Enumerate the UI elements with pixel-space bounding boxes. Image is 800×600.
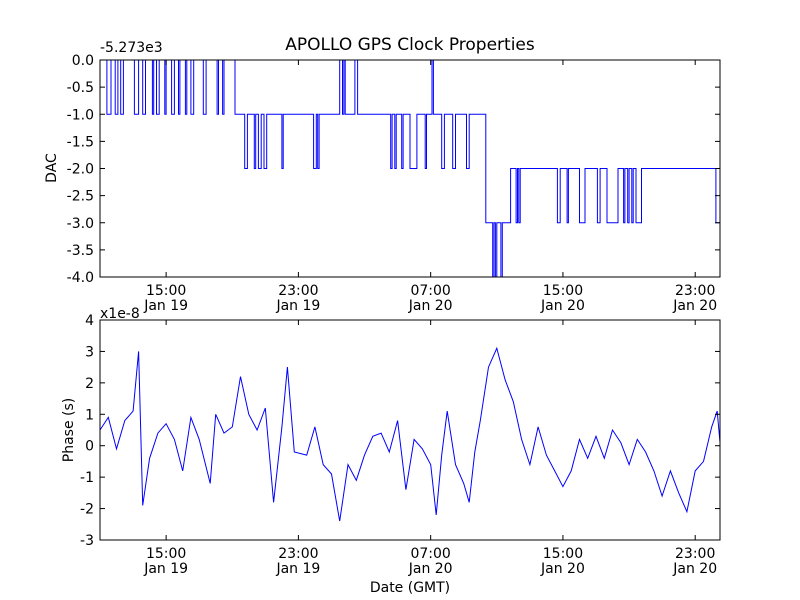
phase-x-tick-label: 15:00 xyxy=(543,546,583,562)
phase-y-tick-label: 0 xyxy=(85,439,94,455)
phase-x-tick-label: Jan 19 xyxy=(143,561,188,577)
dac-x-tick-label: 15:00 xyxy=(543,283,583,299)
phase-x-tick-label: Jan 20 xyxy=(540,561,585,577)
phase-y-tick-label: 3 xyxy=(85,344,94,360)
dac-offset-text: -5.273e3 xyxy=(100,40,163,56)
phase-x-axis-label: Date (GMT) xyxy=(370,580,450,596)
dac-x-tick-label: Jan 20 xyxy=(408,298,453,314)
dac-y-tick-label: -2.5 xyxy=(67,189,94,205)
phase-series-layer xyxy=(100,346,720,522)
phase-y-tick-label: 4 xyxy=(85,313,94,329)
dac-y-tick-label: 0.0 xyxy=(72,53,94,69)
phase-plot-area xyxy=(100,320,720,540)
phase-y-tick-label: 2 xyxy=(85,376,94,392)
dac-y-tick-label: -2.0 xyxy=(67,162,94,178)
phase-x-tick-label: 23:00 xyxy=(278,546,318,562)
dac-y-tick-label: -1.0 xyxy=(67,107,94,123)
dac-x-tick-label: Jan 19 xyxy=(275,298,320,314)
phase-offset-text: x1e-8 xyxy=(100,306,140,322)
phase-plot-frame xyxy=(99,319,721,541)
phase-y-tick-label: -3 xyxy=(80,533,94,549)
dac-y-axis-label: DAC xyxy=(44,153,60,183)
dac-x-tick-label: 07:00 xyxy=(410,283,450,299)
phase-series-line xyxy=(100,346,720,522)
dac-y-tick-label: -1.5 xyxy=(67,134,94,150)
phase-x-tick-label: Jan 20 xyxy=(408,561,453,577)
dac-x-tick-label: 15:00 xyxy=(146,283,186,299)
dac-x-tick-label: Jan 19 xyxy=(143,298,188,314)
phase-y-tick-label: -2 xyxy=(80,502,94,518)
dac-x-tick-label: 23:00 xyxy=(675,283,715,299)
dac-series-line xyxy=(100,60,720,277)
phase-x-tick-label: Jan 19 xyxy=(275,561,320,577)
phase-x-tick-label: 23:00 xyxy=(675,546,715,562)
dac-y-tick-label: -4.0 xyxy=(67,270,94,286)
phase-x-tick-label: 15:00 xyxy=(146,546,186,562)
phase-x-tick-label: 07:00 xyxy=(410,546,450,562)
dac-y-tick-label: -0.5 xyxy=(67,80,94,96)
phase-y-tick-label: -1 xyxy=(80,470,94,486)
phase-y-tick-label: 1 xyxy=(85,407,94,423)
phase-x-tick-label: Jan 20 xyxy=(672,561,717,577)
figure-title: APOLLO GPS Clock Properties xyxy=(285,35,535,55)
dac-y-tick-label: -3.5 xyxy=(67,243,94,259)
dac-y-tick-label: -3.0 xyxy=(67,216,94,232)
dac-x-tick-label: Jan 20 xyxy=(672,298,717,314)
phase-y-axis-label: Phase (s) xyxy=(61,398,77,462)
dac-series-layer xyxy=(100,60,720,277)
dac-x-tick-label: Jan 20 xyxy=(540,298,585,314)
dac-x-tick-label: 23:00 xyxy=(278,283,318,299)
